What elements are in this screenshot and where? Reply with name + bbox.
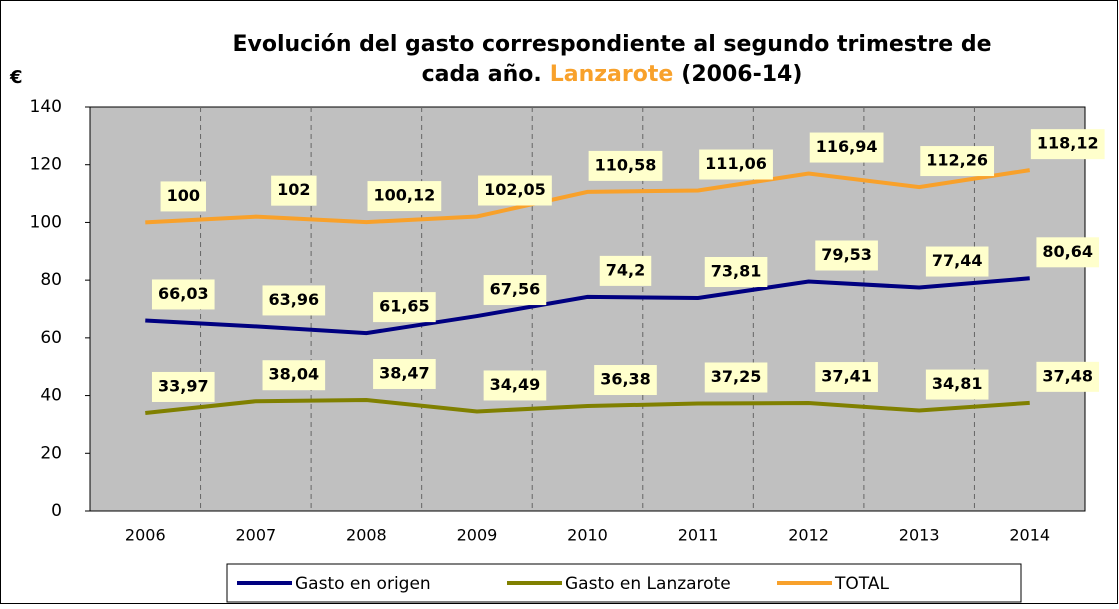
x-tick-label: 2010 [567,526,608,545]
value-label: 102,05 [484,180,546,199]
title-part: (2006-14) [681,62,802,87]
y-tick-label: 120 [30,155,62,175]
value-label: 112,26 [926,151,988,170]
x-tick-label: 2014 [1009,526,1050,545]
value-label: 34,81 [932,374,983,393]
y-tick-label: 20 [40,443,62,463]
x-tick-label: 2012 [788,526,829,545]
y-tick-label: 60 [40,328,62,348]
series-line [145,168,1031,225]
value-label: 61,65 [379,297,430,316]
value-label-box [367,181,442,212]
value-label: 74,2 [606,260,645,279]
value-label-box [815,362,878,393]
y-axis-label: € [9,67,23,88]
series-line [145,397,1030,415]
value-label: 77,44 [932,251,983,270]
value-label: 73,81 [711,262,762,281]
value-label: 37,25 [711,367,762,386]
legend-label: Gasto en origen [295,574,431,594]
value-label-box [594,365,657,396]
y-tick-label: 140 [30,97,62,117]
value-label-box [925,246,989,277]
title-part: cada año. [422,62,542,87]
value-label-box [920,146,995,177]
value-label-box [599,255,652,286]
value-label: 79,53 [821,245,872,264]
value-label-box [271,175,317,206]
y-tick-label: 100 [30,212,62,232]
value-label-box [478,175,552,206]
y-tick-label: 40 [40,386,62,406]
value-label-box [1036,237,1100,268]
value-label: 116,94 [816,137,878,156]
value-label: 37,48 [1042,366,1093,385]
y-tick-label: 0 [51,501,62,521]
value-label-box [1030,129,1105,160]
value-label: 100 [167,186,200,205]
value-label: 110,58 [595,155,657,174]
legend-label: Gasto en Lanzarote [565,574,731,594]
x-tick-label: 2007 [235,526,276,545]
value-label: 38,47 [379,363,430,382]
value-label-box [809,132,884,163]
value-label: 38,04 [269,365,320,384]
x-tick-label: 2013 [899,526,940,545]
value-label-box [151,279,215,310]
value-label: 118,12 [1037,134,1099,153]
y-tick-label: 80 [40,270,62,290]
value-label: 37,41 [821,367,872,386]
value-label-box [151,371,215,402]
value-label-box [815,240,878,271]
value-label-box [262,285,326,316]
value-label-box [373,358,436,389]
x-tick-label: 2006 [125,526,166,545]
value-label-box [483,275,547,306]
value-label: 34,49 [490,375,541,394]
value-label-box [373,292,436,323]
value-label: 66,03 [158,284,209,303]
plot-area [89,106,1086,512]
value-label: 33,97 [158,376,209,395]
value-label: 80,64 [1042,242,1093,261]
value-label-box [483,370,547,401]
value-label-box [704,362,768,393]
value-label-box [704,257,768,288]
value-label-box [1036,361,1100,392]
x-tick-label: 2011 [678,526,719,545]
value-label-box [588,150,663,181]
value-label: 36,38 [600,370,651,389]
x-tick-label: 2008 [346,526,387,545]
value-label: 100,12 [374,186,436,205]
legend [226,563,1022,603]
chart-title: Evolución del gasto correspondiente al s… [232,32,991,57]
value-label-box [160,181,206,212]
legend-label: TOTAL [834,574,889,594]
chart-title: cada año. Lanzarote (2006-14) [422,62,803,87]
value-label: 63,96 [269,290,320,309]
value-label: 67,56 [490,280,541,299]
value-label-box [925,369,989,400]
value-label: 102 [277,180,310,199]
value-label-box [699,149,773,180]
value-label-box [262,360,326,391]
value-label: 111,06 [705,154,767,173]
series-line [145,276,1030,336]
title-highlight: Lanzarote [550,62,674,87]
x-tick-label: 2009 [457,526,498,545]
